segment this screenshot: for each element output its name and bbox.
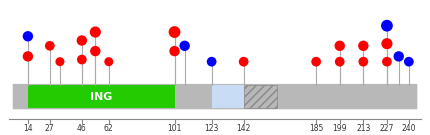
Text: 101: 101	[167, 124, 182, 133]
FancyBboxPatch shape	[13, 84, 417, 109]
Text: 62: 62	[104, 124, 114, 133]
Bar	[180, 85, 195, 108]
Point	[46, 45, 53, 47]
Point	[240, 61, 247, 63]
Bar	[28, 85, 175, 108]
Bar	[244, 85, 277, 108]
Point	[25, 35, 31, 37]
Text: 46: 46	[77, 124, 87, 133]
Point	[313, 61, 319, 63]
Point	[384, 43, 390, 45]
Point	[336, 61, 343, 63]
Point	[171, 31, 178, 33]
Point	[78, 58, 85, 61]
Point	[360, 45, 367, 47]
Point	[395, 55, 402, 58]
Text: 123: 123	[204, 124, 219, 133]
Point	[78, 39, 85, 42]
Point	[384, 61, 390, 63]
Point	[405, 61, 412, 63]
Point	[171, 50, 178, 52]
Point	[336, 45, 343, 47]
Text: 199: 199	[332, 124, 347, 133]
Text: 213: 213	[356, 124, 371, 133]
Point	[92, 31, 99, 33]
Text: 185: 185	[309, 124, 323, 133]
Text: 240: 240	[402, 124, 416, 133]
Point	[105, 61, 112, 63]
Point	[384, 25, 390, 27]
Point	[360, 61, 367, 63]
Text: ING: ING	[90, 92, 112, 102]
Bar	[212, 85, 244, 108]
Text: 14: 14	[23, 124, 33, 133]
Point	[181, 45, 188, 47]
Text: 227: 227	[380, 124, 394, 133]
Text: 27: 27	[45, 124, 55, 133]
Point	[92, 50, 99, 52]
Point	[25, 55, 31, 58]
Point	[56, 61, 63, 63]
Text: 142: 142	[237, 124, 251, 133]
Point	[208, 61, 215, 63]
